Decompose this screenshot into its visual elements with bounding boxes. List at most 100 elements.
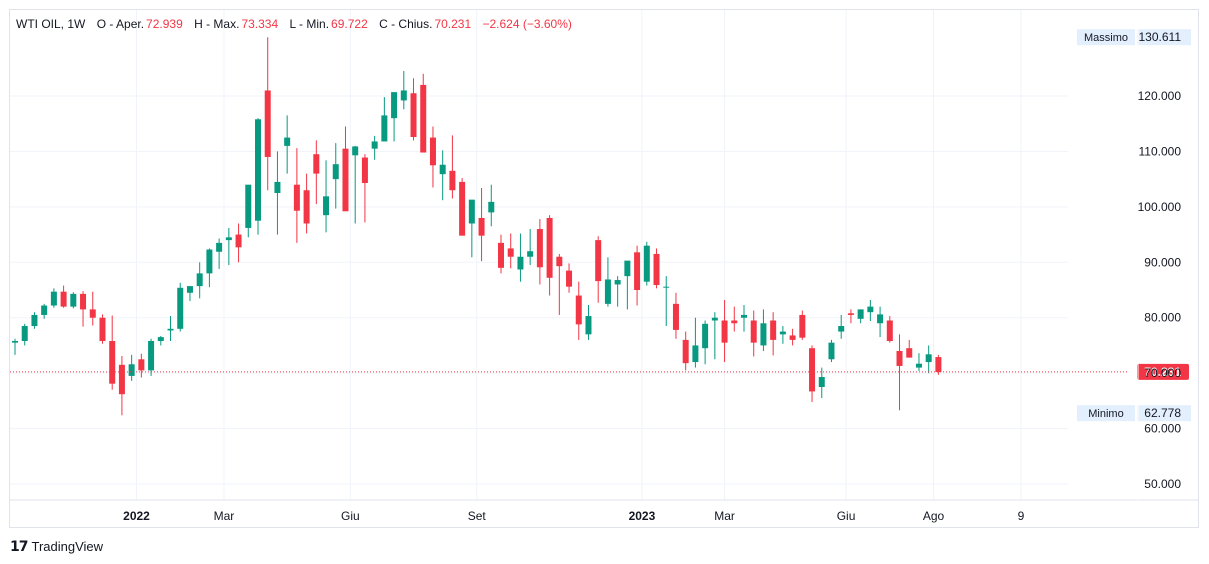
candle — [517, 233, 524, 282]
candle — [818, 367, 825, 399]
footer-brand[interactable]: 𝟭𝟳 TradingView — [10, 538, 103, 555]
candle — [245, 184, 252, 238]
candle — [702, 320, 709, 365]
candle-body — [31, 314, 38, 327]
candle-body — [779, 331, 786, 335]
candle — [313, 140, 320, 205]
candle-body — [750, 320, 757, 343]
candle — [177, 282, 184, 332]
candle-body — [867, 306, 874, 313]
candle — [31, 312, 38, 329]
candle-body — [857, 309, 864, 319]
candle — [867, 299, 874, 322]
candle-body — [799, 314, 806, 338]
candle — [303, 173, 310, 234]
candle — [672, 292, 679, 339]
candle-body — [70, 293, 77, 307]
candle-body — [847, 313, 854, 315]
candle-body — [556, 256, 563, 267]
legend-close-value: 70.231 — [434, 17, 472, 31]
candle — [274, 151, 281, 235]
candle — [60, 285, 67, 308]
candle-body — [342, 148, 349, 212]
candle-body — [235, 234, 242, 248]
candle-body — [186, 286, 193, 293]
candle-body — [643, 245, 650, 282]
candle-body — [21, 326, 28, 341]
candle-body — [653, 253, 660, 286]
candle — [391, 92, 398, 142]
candle — [449, 135, 456, 199]
candle-body — [702, 323, 709, 349]
legend-open-label: O - Aper. — [96, 17, 145, 31]
candle-body — [663, 286, 670, 288]
candle-body — [770, 320, 777, 340]
candle-body — [672, 303, 679, 330]
candle — [857, 309, 864, 324]
legend-high-value: 73.334 — [241, 17, 279, 31]
candle — [352, 145, 359, 224]
tradingview-logo-icon: 𝟭𝟳 — [10, 538, 29, 554]
candle — [507, 233, 514, 269]
candle — [284, 115, 291, 174]
candle-body — [546, 217, 553, 278]
candle — [255, 118, 261, 235]
y-tick-label: 60.000 — [1144, 422, 1181, 436]
candle-body — [614, 280, 621, 285]
candle-body — [371, 141, 378, 149]
candle — [429, 126, 436, 188]
candle-body — [313, 154, 320, 174]
candle — [760, 309, 767, 351]
candle-body — [216, 242, 223, 252]
candle — [779, 326, 786, 344]
chart-frame[interactable] — [9, 9, 1199, 528]
candle-body — [507, 248, 514, 257]
min-badge: Minimo 62.778 — [1077, 405, 1191, 422]
candle — [361, 154, 368, 223]
candle — [585, 304, 592, 340]
candle-body — [50, 291, 57, 306]
candle-body — [128, 364, 135, 376]
candle — [498, 234, 504, 274]
candle-body — [896, 350, 903, 366]
legend-close-label: C - Chius. — [379, 17, 433, 31]
candle — [70, 292, 77, 309]
candle-body — [225, 237, 232, 241]
x-tick-label: Giu — [341, 509, 360, 523]
candle-body — [109, 340, 116, 384]
candle — [118, 355, 125, 416]
candle — [400, 71, 407, 110]
candle — [206, 248, 213, 288]
candle — [847, 309, 854, 324]
x-tick-label: 2023 — [629, 509, 656, 523]
candle-body — [274, 181, 281, 193]
candle-body — [692, 345, 699, 363]
candle-body — [575, 295, 582, 325]
candle-body — [886, 320, 893, 341]
candle-body — [255, 119, 261, 221]
candle-body — [741, 314, 747, 318]
candle — [799, 310, 806, 340]
candle-body — [809, 348, 816, 392]
y-tick-label: 90.000 — [1144, 255, 1181, 269]
candle-body — [818, 377, 825, 387]
candle-body — [585, 316, 592, 335]
candle-body — [935, 357, 942, 373]
candle-body — [429, 137, 436, 166]
candle — [216, 238, 223, 269]
legend-low-label: L - Min. — [289, 17, 330, 31]
x-tick-label: Mar — [214, 509, 235, 523]
y-tick-label: 50.000 — [1144, 477, 1181, 491]
candle-body — [157, 337, 164, 341]
candle — [41, 303, 48, 319]
candle-body — [595, 240, 602, 282]
candle-body — [624, 260, 631, 277]
candle — [459, 178, 466, 236]
candle — [750, 310, 757, 357]
min-badge-value: 62.778 — [1144, 406, 1181, 420]
candle — [410, 78, 417, 141]
candle — [711, 312, 718, 360]
candle — [148, 338, 155, 376]
x-tick-label: Mar — [714, 509, 735, 523]
